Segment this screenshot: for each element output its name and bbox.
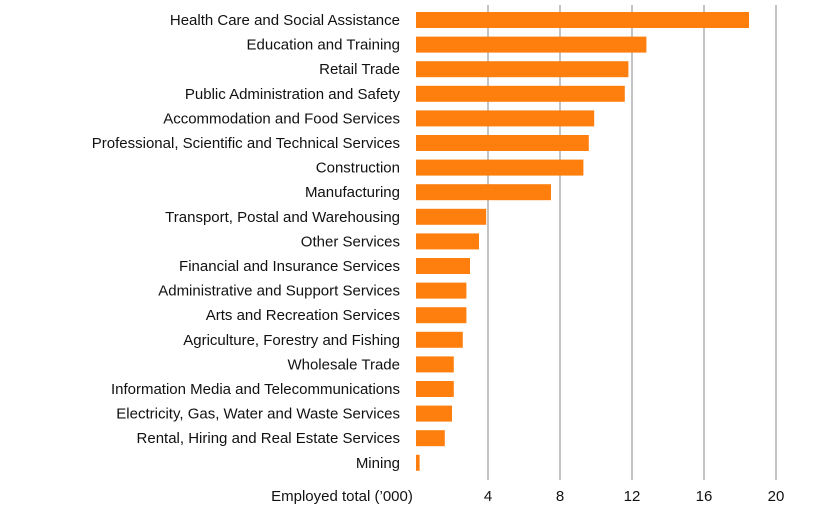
gridlines [487,5,777,480]
category-label: Electricity, Gas, Water and Waste Servic… [116,406,400,423]
category-label: Mining [356,455,400,472]
bar [416,454,420,471]
category-labels: Health Care and Social Assistance Educati… [92,12,401,472]
category-label: Arts and Recreation Services [206,307,400,324]
x-axis-title: Employed total (’000) [271,488,413,505]
category-label: Education and Training [247,37,400,54]
category-label: Information Media and Telecommunications [111,381,400,398]
bar [416,208,487,225]
bar [416,184,551,201]
bar [416,61,629,78]
category-label: Financial and Insurance Services [179,258,400,275]
x-tick-label: 12 [624,488,641,505]
category-label: Construction [316,160,400,177]
category-label: Agriculture, Forestry and Fishing [183,332,400,349]
x-tick-label: 20 [768,488,785,505]
bar [416,36,647,53]
bar [416,233,479,250]
bar [416,430,445,447]
category-label: Rental, Hiring and Real Estate Services [137,430,400,447]
bars [416,12,749,471]
bar [416,331,463,348]
bar [416,405,452,422]
category-label: Manufacturing [305,184,400,201]
category-label: Public Administration and Safety [185,86,401,103]
bar [416,12,749,28]
bar [416,159,584,176]
x-tick-label: 8 [556,488,564,505]
category-label: Transport, Postal and Warehousing [165,209,400,226]
category-label: Health Care and Social Assistance [170,12,400,29]
category-label: Retail Trade [319,61,400,78]
bar [416,258,470,274]
category-label: Administrative and Support Services [158,283,400,300]
bar [416,307,467,324]
x-tick-label: 4 [484,488,492,505]
bar [416,282,467,299]
bar [416,381,454,397]
x-tick-label: 16 [696,488,713,505]
category-label: Professional, Scientific and Technical S… [92,135,400,152]
category-label: Accommodation and Food Services [163,110,400,127]
bar [416,110,595,127]
category-label: Wholesale Trade [287,356,400,373]
category-label: Other Services [301,233,400,250]
x-tick-labels: 4 8 12 16 20 [484,488,785,505]
bar [416,356,454,373]
bar [416,85,625,102]
bar [416,135,589,151]
